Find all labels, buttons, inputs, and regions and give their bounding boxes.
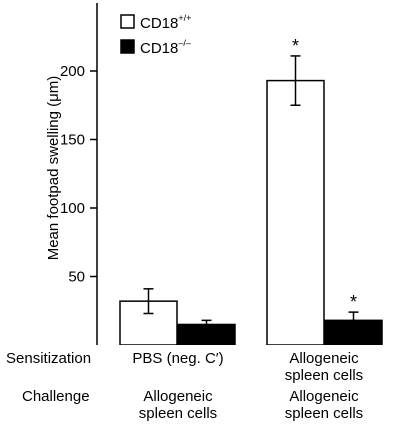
y-tick-label: 50 [68,269,85,286]
challenge-row-label: Challenge [22,388,90,405]
group1-sensitization: PBS (neg. C′) [132,350,224,367]
legend-swatch [120,14,135,29]
bar-ko-group2 [324,319,383,345]
y-tick-label: 200 [60,63,85,80]
bar-chart: 50 100 150 200 * * Mean footpad swelling (μm… [45,3,383,345]
sensitization-row-label: Sensitization [6,350,92,367]
y-tick-label: 150 [60,132,85,149]
legend-label: CD18+/+ [140,13,191,32]
group1-challenge: Allogeneic spleen cells [138,388,218,422]
significance-star: * [292,36,299,56]
legend-label: CD18–/– [140,38,191,57]
group2-challenge: Allogeneic spleen cells [284,388,364,422]
legend-swatch [120,39,135,54]
bar-ko-group1 [177,323,236,345]
y-tick-label: 100 [60,200,85,217]
significance-star: * [350,292,357,312]
y-axis-title: Mean footpad swelling (μm) [45,76,62,261]
bar-wt-group2 [266,79,325,345]
group2-sensitization: Allogeneic spleen cells [284,350,364,384]
